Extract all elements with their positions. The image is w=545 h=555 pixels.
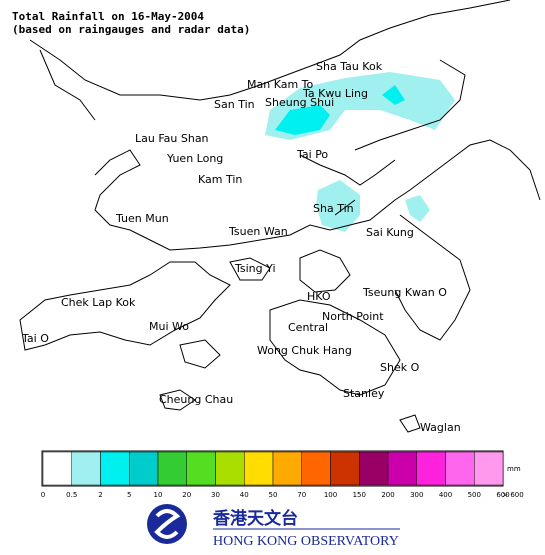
place-label: Shek O bbox=[380, 361, 420, 374]
legend-swatch bbox=[186, 451, 216, 486]
legend: mm 0 0.5 2 5 10 20 30 40 50 70 100 150 200 300 400 500 6… bbox=[41, 450, 524, 499]
legend-label: 150 bbox=[353, 491, 366, 499]
legend-label: 600 bbox=[496, 491, 509, 499]
place-label: Tsuen Wan bbox=[228, 225, 288, 238]
place-label: Waglan bbox=[420, 421, 461, 434]
legend-label: 5 bbox=[127, 491, 131, 499]
legend-label: 100 bbox=[324, 491, 337, 499]
place-label: Kam Tin bbox=[198, 173, 242, 186]
legend-swatch bbox=[244, 451, 274, 486]
legend-swatch bbox=[272, 451, 302, 486]
legend-label: 20 bbox=[182, 491, 191, 499]
map-title: Total Rainfall on 16-May-2004 bbox=[12, 10, 204, 23]
coastlines bbox=[19, 0, 541, 433]
legend-swatch bbox=[215, 451, 245, 486]
place-label: Cheung Chau bbox=[159, 393, 233, 406]
legend-swatch bbox=[42, 451, 72, 486]
legend-swatch bbox=[359, 451, 389, 486]
legend-swatch bbox=[387, 451, 417, 486]
place-label: Sheung Shui bbox=[265, 96, 334, 109]
legend-label: > 600 bbox=[502, 491, 523, 499]
legend-label: 70 bbox=[297, 491, 306, 499]
logo-name-zh: 香港天文台 bbox=[213, 508, 298, 529]
place-label: Man Kam To bbox=[247, 78, 314, 91]
rain-areas bbox=[265, 72, 455, 232]
legend-label: 40 bbox=[240, 491, 249, 499]
legend-swatch bbox=[100, 451, 130, 486]
place-label: San Tin bbox=[214, 98, 255, 111]
legend-unit: mm bbox=[507, 465, 521, 473]
place-label: Wong Chuk Hang bbox=[257, 344, 352, 357]
legend-swatch bbox=[71, 451, 101, 486]
legend-label: 0.5 bbox=[66, 491, 77, 499]
place-label: Tai Po bbox=[296, 148, 328, 161]
place-label: Sha Tau Kok bbox=[316, 60, 383, 73]
logo: 香港天文台 HONG KONG OBSERVATORY bbox=[147, 504, 400, 549]
place-label: Tuen Mun bbox=[115, 212, 169, 225]
place-label: Chek Lap Kok bbox=[61, 296, 136, 309]
legend-label: 0 bbox=[41, 491, 45, 499]
legend-label: 30 bbox=[211, 491, 220, 499]
place-label: Central bbox=[288, 321, 328, 334]
place-label: Ta Kwu Ling bbox=[302, 87, 368, 100]
place-label: North Point bbox=[322, 310, 384, 323]
legend-label: 500 bbox=[468, 491, 481, 499]
place-label: Yuen Long bbox=[166, 152, 223, 165]
legend-label: 400 bbox=[439, 491, 452, 499]
place-label: Mui Wo bbox=[149, 320, 189, 333]
place-label: Tai O bbox=[21, 332, 49, 345]
place-label: Tseung Kwan O bbox=[362, 286, 447, 299]
legend-swatch bbox=[445, 451, 475, 486]
place-label: HKO bbox=[307, 290, 331, 303]
logo-swirl bbox=[154, 509, 181, 539]
legend-swatch bbox=[474, 451, 504, 486]
legend-swatch bbox=[129, 451, 159, 486]
legend-label: 50 bbox=[269, 491, 278, 499]
legend-label: 10 bbox=[154, 491, 163, 499]
legend-swatch bbox=[330, 451, 360, 486]
place-label: Lau Fau Shan bbox=[135, 132, 209, 145]
legend-swatch bbox=[301, 451, 331, 486]
legend-label: 200 bbox=[381, 491, 394, 499]
place-label: Tsing Yi bbox=[234, 262, 276, 275]
legend-label: 2 bbox=[98, 491, 102, 499]
place-label: Sha Tin bbox=[313, 202, 354, 215]
place-label: Stanley bbox=[343, 387, 385, 400]
legend-swatch bbox=[416, 451, 446, 486]
logo-name-en: HONG KONG OBSERVATORY bbox=[213, 534, 399, 549]
map-subtitle: (based on raingauges and radar data) bbox=[12, 23, 250, 36]
place-label: Sai Kung bbox=[366, 226, 414, 239]
legend-label: 300 bbox=[410, 491, 423, 499]
legend-swatch bbox=[157, 451, 187, 486]
